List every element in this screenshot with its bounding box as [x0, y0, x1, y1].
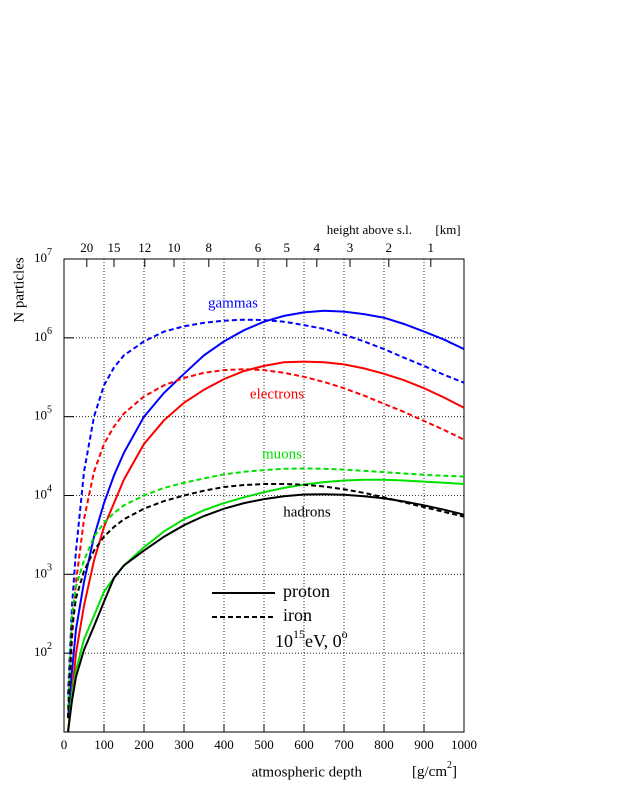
- legend-label: proton: [283, 581, 330, 601]
- note-deg: o: [342, 627, 348, 641]
- series-line: [67, 483, 464, 719]
- y-tick-base: 10: [34, 408, 47, 423]
- series-line: [67, 478, 464, 732]
- y-axis-label: N particles: [11, 257, 27, 323]
- x-tick-label: 0: [61, 737, 68, 752]
- note-exp: 15: [293, 627, 305, 641]
- top-tick-label: 20: [80, 240, 93, 255]
- y-tick-exp: 5: [47, 405, 52, 416]
- x-tick-label: 500: [254, 737, 274, 752]
- top-tick-label: 1: [428, 240, 435, 255]
- x-unit-text: [g/cm: [412, 764, 447, 780]
- series-line: [67, 368, 464, 719]
- series-label: muons: [262, 446, 302, 462]
- series-label: gammas: [208, 295, 258, 311]
- x-tick-label: 900: [414, 737, 434, 752]
- y-tick-label: 103: [34, 563, 52, 581]
- y-tick-exp: 4: [47, 484, 52, 495]
- top-tick-label: 3: [347, 240, 354, 255]
- y-tick-base: 10: [34, 644, 47, 659]
- y-tick-label: 105: [34, 405, 52, 423]
- y-tick-exp: 7: [47, 247, 52, 258]
- legend-note: 1015eV, 0o: [275, 627, 348, 651]
- x-tick-label: 200: [134, 737, 154, 752]
- series-line: [67, 467, 464, 709]
- x-tick-label: 300: [174, 737, 194, 752]
- y-tick-label: 102: [34, 641, 52, 659]
- y-tick-base: 10: [34, 486, 47, 501]
- series-label: hadrons: [283, 504, 331, 520]
- top-axis-unit: [km]: [435, 222, 460, 237]
- y-tick-label: 106: [34, 326, 52, 344]
- x-tick-label: 800: [374, 737, 394, 752]
- top-tick-label: 15: [108, 240, 121, 255]
- x-tick-label: 100: [94, 737, 114, 752]
- y-tick-exp: 3: [47, 563, 52, 574]
- plot-frame: [63, 258, 465, 733]
- note-text: eV, 0: [305, 631, 342, 651]
- top-tick-label: 4: [314, 240, 321, 255]
- top-tick-label: 5: [284, 240, 291, 255]
- series-line: [67, 309, 464, 719]
- x-axis-unit: [g/cm2]: [412, 760, 457, 780]
- series-label: electrons: [250, 386, 304, 402]
- series-line: [67, 318, 464, 695]
- note-base: 10: [275, 631, 293, 651]
- x-tick-label: 1000: [451, 737, 477, 752]
- top-tick-label: 10: [168, 240, 181, 255]
- y-tick-exp: 6: [47, 326, 52, 337]
- legend-label: iron: [283, 605, 312, 625]
- y-tick-label: 107: [34, 247, 52, 265]
- series-line: [67, 493, 464, 732]
- top-axis-label: height above s.l.: [327, 222, 412, 237]
- series-line: [67, 360, 464, 732]
- top-tick-label: 2: [386, 240, 393, 255]
- x-tick-label: 700: [334, 737, 354, 752]
- y-tick-label: 104: [34, 484, 52, 502]
- x-axis-label: atmospheric depth: [252, 764, 363, 780]
- top-tick-label: 12: [138, 240, 151, 255]
- x-tick-label: 600: [294, 737, 314, 752]
- x-tick-label: 400: [214, 737, 234, 752]
- plot-area: [67, 309, 464, 732]
- y-tick-base: 10: [34, 250, 47, 265]
- top-tick-label: 6: [255, 240, 262, 255]
- y-tick-base: 10: [34, 565, 47, 580]
- x-unit-close: ]: [452, 764, 457, 780]
- y-tick-exp: 2: [47, 641, 52, 652]
- x-unit-exp: 2: [447, 760, 452, 771]
- top-tick-label: 8: [206, 240, 213, 255]
- y-tick-base: 10: [34, 329, 47, 344]
